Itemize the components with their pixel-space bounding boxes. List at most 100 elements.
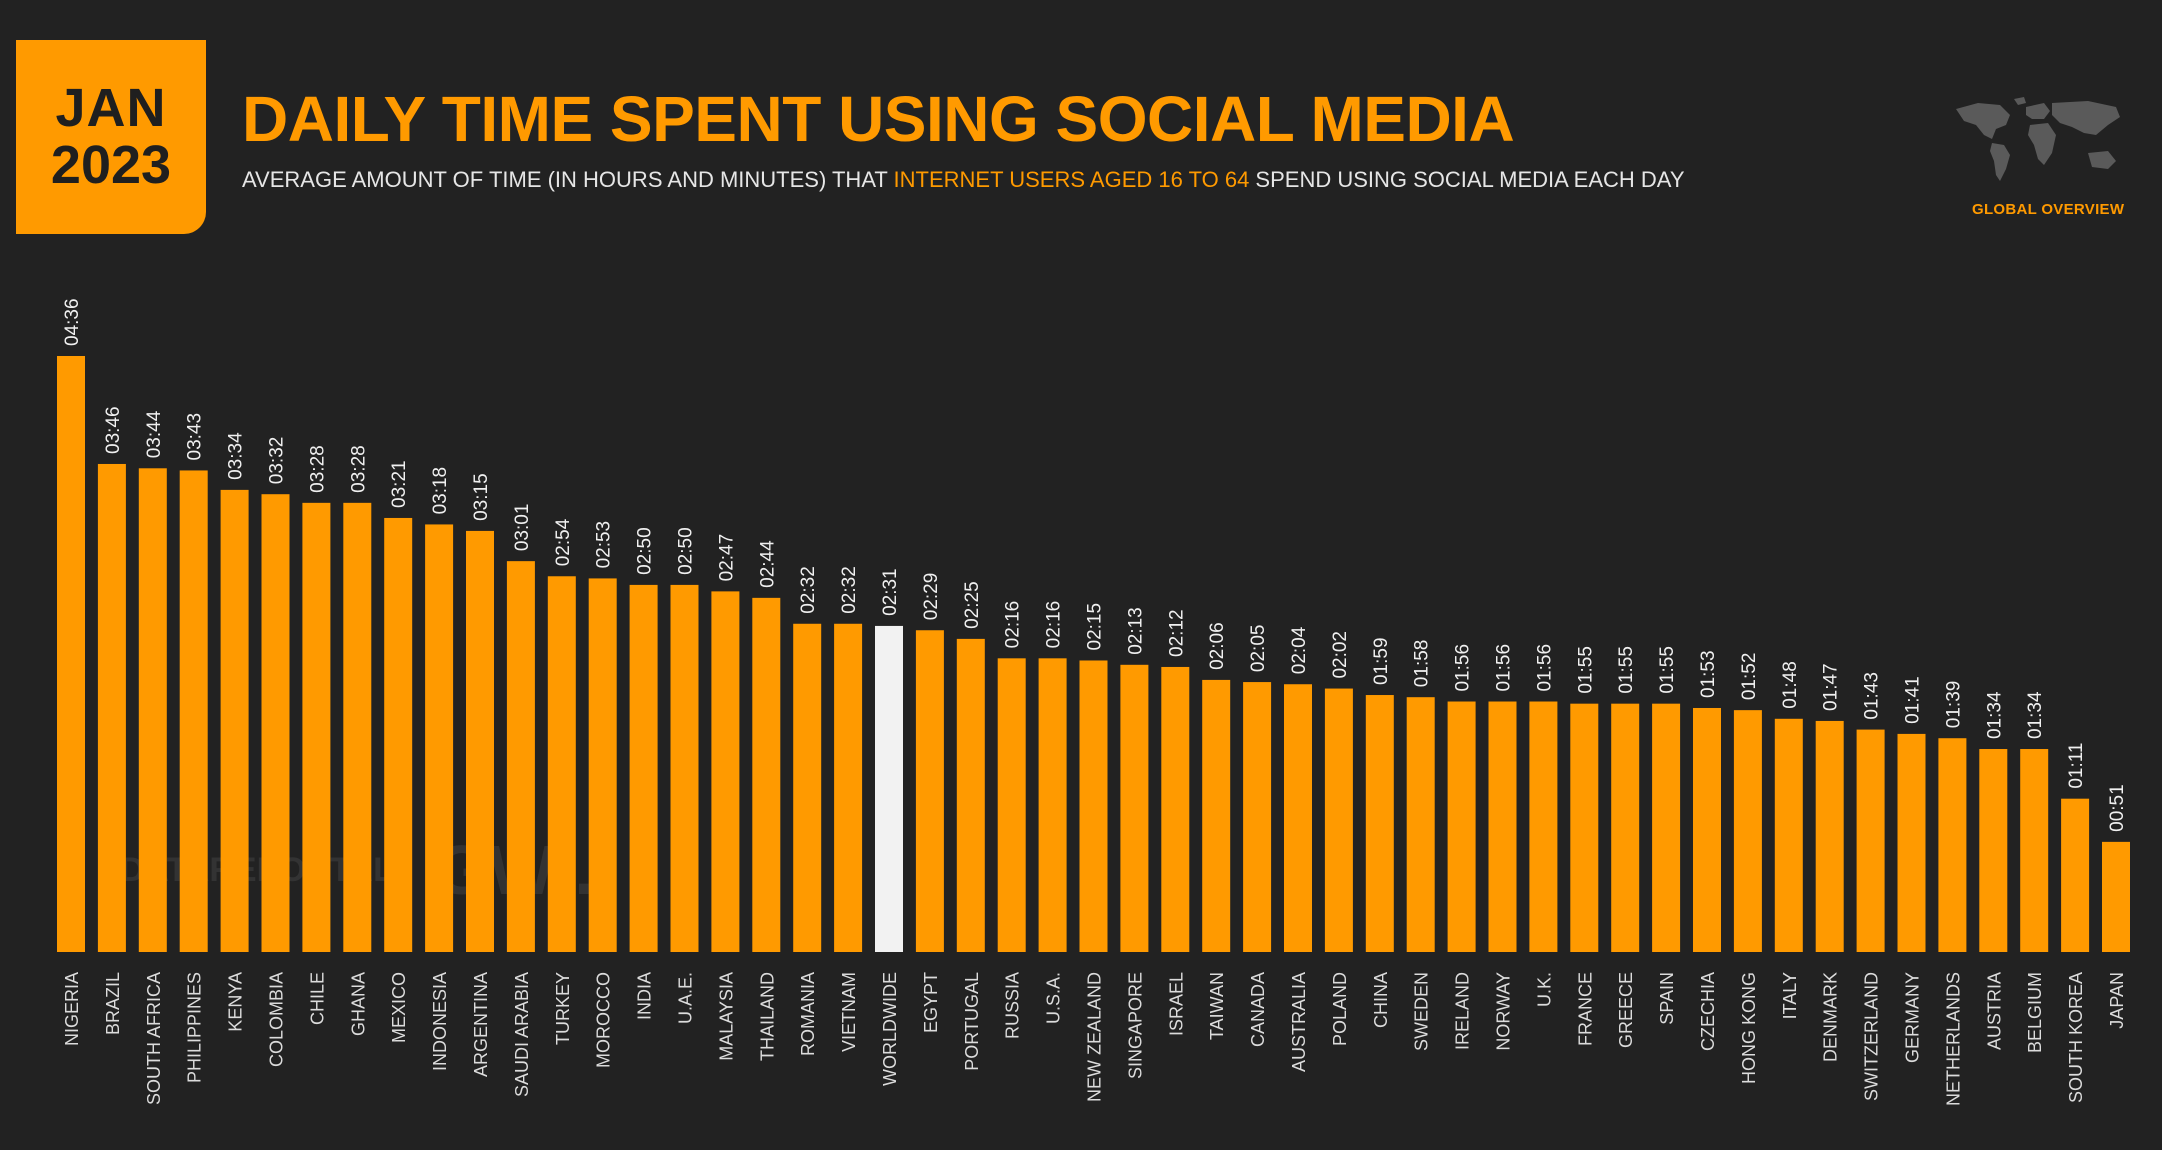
date-month: JAN — [55, 78, 167, 139]
data-label: 02:15 — [1085, 603, 1106, 651]
bar-poland — [1324, 688, 1353, 952]
category-label: ISRAEL — [1166, 972, 1186, 1036]
bar-egypt — [915, 630, 944, 952]
category-label: KENYA — [226, 972, 246, 1032]
category-label: MOROCCO — [594, 972, 614, 1068]
data-label: 02:29 — [921, 573, 942, 621]
category-label: SOUTH AFRICA — [144, 972, 164, 1105]
category-label: PHILIPPINES — [185, 972, 205, 1083]
data-label: 01:56 — [1453, 644, 1474, 692]
category-label: INDIA — [635, 972, 655, 1020]
data-label: 01:47 — [1821, 663, 1842, 711]
subtitle-text-post: SPEND USING SOCIAL MEDIA EACH DAY — [1249, 167, 1685, 192]
bar-italy — [1774, 718, 1803, 952]
data-label: 02:16 — [1044, 601, 1065, 649]
bar-germany — [1897, 733, 1926, 952]
section-label: GLOBAL OVERVIEW — [1972, 201, 2125, 218]
bar-austria — [1979, 749, 2008, 952]
data-label: 01:59 — [1371, 637, 1392, 685]
data-label: 01:58 — [1412, 640, 1433, 688]
data-label: 01:53 — [1698, 650, 1719, 698]
data-label: 03:28 — [348, 445, 369, 493]
data-label: 02:25 — [962, 581, 983, 629]
data-label: 01:52 — [1739, 653, 1760, 701]
bar-malaysia — [711, 591, 740, 952]
category-label: DENMARK — [1821, 972, 1841, 1062]
bar-thailand — [752, 597, 781, 952]
category-label: U.K. — [1534, 972, 1554, 1007]
bar-canada — [1243, 682, 1272, 952]
category-label: U.S.A. — [1044, 972, 1064, 1024]
data-label: 01:34 — [2025, 691, 2046, 739]
bar-czechia — [1693, 707, 1721, 952]
category-label: RUSSIA — [1003, 972, 1023, 1039]
category-label: SINGAPORE — [1125, 972, 1145, 1079]
category-label: COLOMBIA — [267, 972, 287, 1067]
bar-denmark — [1815, 720, 1844, 952]
bar-chile — [302, 502, 331, 952]
category-label: GERMANY — [1903, 972, 1923, 1063]
data-label: 02:47 — [716, 534, 737, 582]
category-label: WORLDWIDE — [880, 972, 900, 1086]
category-label: TAIWAN — [1207, 972, 1227, 1040]
category-label: PORTUGAL — [962, 972, 982, 1071]
data-label: 02:44 — [757, 540, 778, 588]
bar-worldwide — [875, 625, 903, 952]
bar-u-a-e — [670, 584, 699, 952]
data-label: 02:50 — [676, 527, 697, 575]
bar-portugal — [956, 638, 985, 952]
data-label: 02:02 — [1330, 631, 1351, 679]
category-label: VIETNAM — [839, 972, 859, 1052]
data-label: 02:31 — [880, 568, 901, 616]
data-label: 01:11 — [2066, 743, 2087, 789]
bar-nigeria — [57, 356, 85, 952]
bar-belgium — [2020, 749, 2049, 952]
category-label: NETHERLANDS — [1943, 972, 1963, 1106]
data-label: 02:05 — [1248, 625, 1269, 673]
bar-sweden — [1406, 697, 1435, 952]
bar-south-africa — [138, 468, 167, 952]
bar-kenya — [220, 489, 249, 952]
data-label: 01:55 — [1616, 646, 1637, 694]
category-label: CANADA — [1248, 972, 1268, 1047]
bar-ireland — [1447, 701, 1476, 952]
category-label: SOUTH KOREA — [2066, 972, 2086, 1103]
data-label: 02:16 — [1003, 601, 1024, 649]
category-label: NEW ZEALAND — [1085, 972, 1105, 1102]
category-label: CHILE — [307, 972, 327, 1025]
world-map-icon — [1956, 97, 2120, 181]
data-label: 01:43 — [1862, 672, 1883, 720]
data-label: 00:51 — [2107, 784, 2128, 832]
bar-australia — [1284, 684, 1312, 952]
bar-japan — [2102, 841, 2130, 952]
category-label: TURKEY — [553, 972, 573, 1045]
bar-u-k — [1529, 701, 1558, 952]
bar-brazil — [97, 463, 126, 952]
data-label: 02:06 — [1207, 622, 1228, 670]
data-label: 02:32 — [798, 566, 819, 614]
data-label: 02:32 — [839, 566, 860, 614]
category-label: THAILAND — [757, 972, 777, 1061]
data-label: 02:54 — [553, 518, 574, 566]
data-label: 03:43 — [185, 413, 206, 461]
bar-mexico — [384, 517, 413, 952]
page-title: DAILY TIME SPENT USING SOCIAL MEDIA — [242, 83, 1515, 155]
bar-taiwan — [1202, 679, 1231, 952]
category-label: CHINA — [1371, 972, 1391, 1028]
data-label: 02:53 — [594, 521, 615, 569]
category-label: GREECE — [1616, 972, 1636, 1048]
bar-switzerland — [1856, 729, 1885, 952]
category-label: ROMANIA — [798, 972, 818, 1056]
category-label: HONG KONG — [1739, 972, 1759, 1084]
data-label: 01:56 — [1534, 644, 1555, 692]
bar-spain — [1652, 703, 1681, 952]
category-label: BELGIUM — [2025, 972, 2045, 1053]
category-label: NORWAY — [1494, 972, 1514, 1051]
bar-france — [1570, 703, 1599, 952]
bar-china — [1365, 695, 1394, 952]
data-label: 03:21 — [389, 460, 410, 508]
bar-russia — [997, 658, 1026, 952]
bar-indonesia — [425, 524, 454, 952]
subtitle-text-pre: AVERAGE AMOUNT OF TIME (IN HOURS AND MIN… — [242, 167, 894, 192]
category-label: SAUDI ARABIA — [512, 972, 532, 1097]
